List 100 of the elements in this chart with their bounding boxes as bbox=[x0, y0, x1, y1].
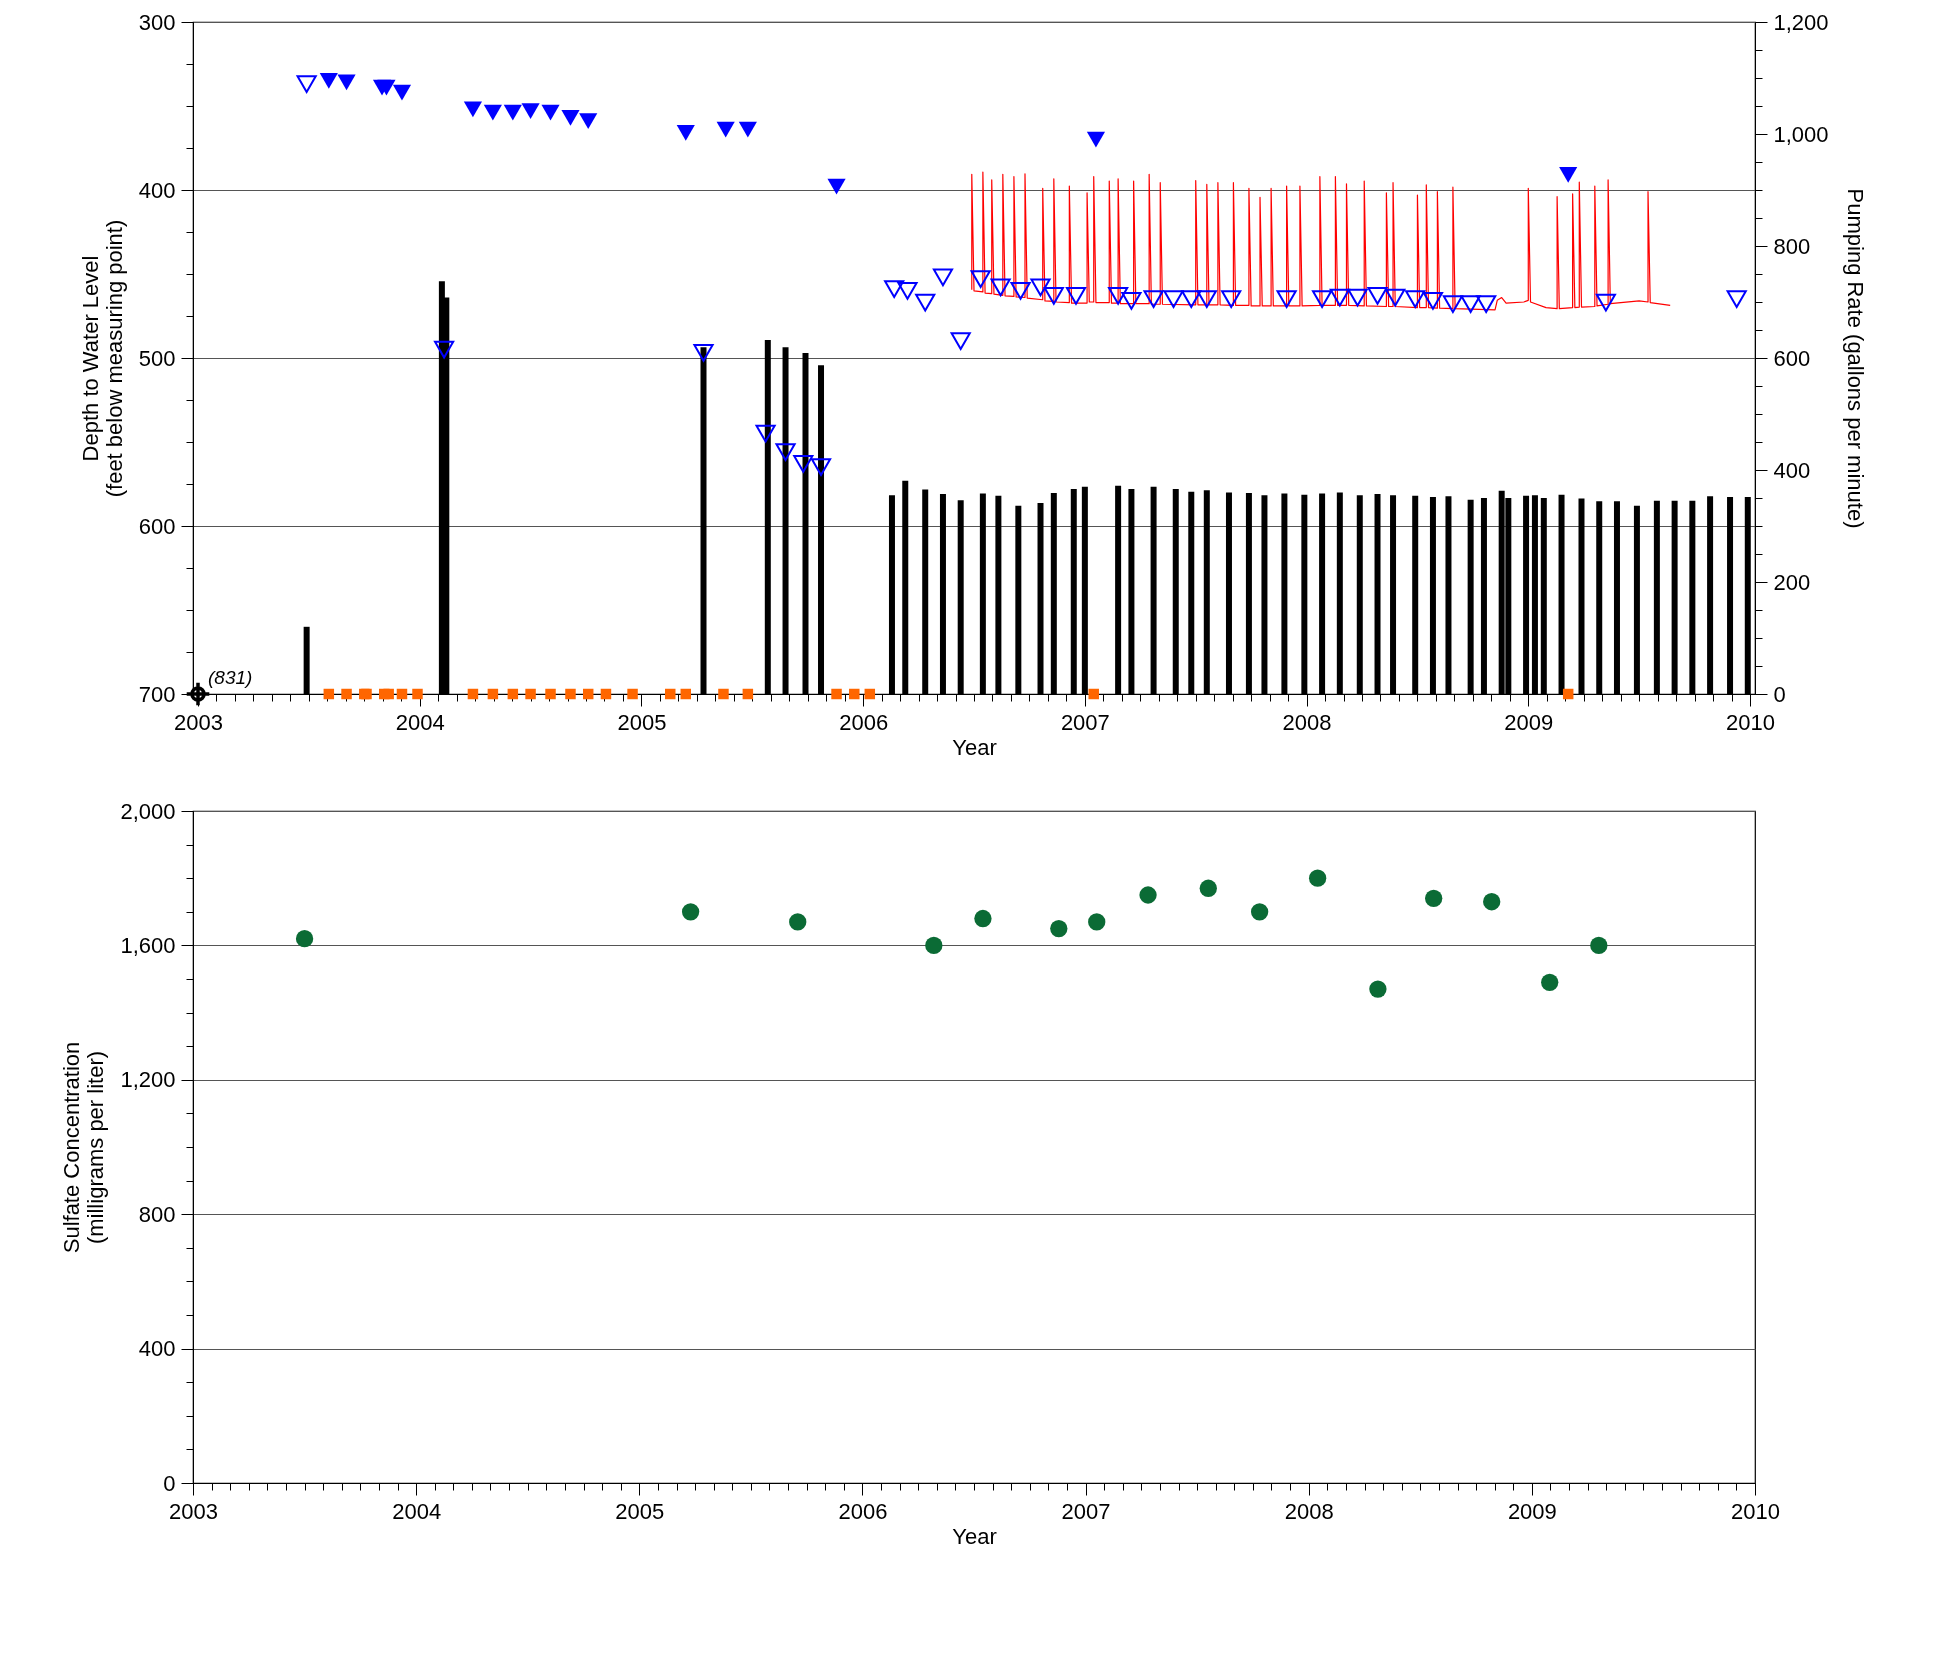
point bbox=[827, 178, 846, 195]
x-tick-label: 2007 bbox=[1061, 1498, 1111, 1524]
point bbox=[755, 424, 776, 443]
y2-tick-label: 600 bbox=[1773, 345, 1811, 371]
x-tick-label: 2008 bbox=[1282, 709, 1332, 735]
point bbox=[925, 936, 943, 955]
y-tick-label: 800 bbox=[138, 1201, 176, 1227]
point bbox=[319, 72, 338, 89]
point bbox=[341, 688, 352, 700]
x-tick-label: 2010 bbox=[1731, 1498, 1780, 1524]
point bbox=[789, 913, 807, 931]
point bbox=[1562, 688, 1574, 700]
point bbox=[412, 688, 423, 700]
point bbox=[1442, 295, 1463, 314]
point bbox=[742, 688, 754, 700]
point bbox=[1181, 290, 1202, 309]
y-tick-label: 300 bbox=[138, 9, 176, 35]
y-tick-label: 1,200 bbox=[120, 1067, 176, 1093]
point bbox=[463, 101, 483, 118]
y-axis-title: Depth to Water Level (feet below measuring point) bbox=[77, 219, 127, 498]
point bbox=[1422, 292, 1444, 310]
x-tick-label: 2007 bbox=[1060, 709, 1110, 735]
point bbox=[1405, 290, 1426, 309]
y2-tick-label: 0 bbox=[1773, 681, 1786, 707]
y-tick-label: 0 bbox=[163, 1470, 176, 1496]
point bbox=[392, 84, 412, 101]
x-tick-label: 2008 bbox=[1284, 1498, 1334, 1524]
point bbox=[1088, 688, 1099, 700]
point bbox=[1010, 281, 1031, 300]
point bbox=[1367, 286, 1388, 305]
x-tick-label: 2006 bbox=[839, 709, 889, 735]
y2-tick-label: 1,000 bbox=[1773, 121, 1829, 147]
point bbox=[831, 688, 842, 700]
point bbox=[718, 688, 729, 700]
point bbox=[561, 109, 580, 126]
point bbox=[579, 113, 598, 129]
point bbox=[295, 930, 314, 948]
point bbox=[1385, 288, 1406, 307]
point bbox=[1250, 903, 1269, 921]
point bbox=[897, 281, 918, 300]
point bbox=[1559, 167, 1578, 183]
point bbox=[396, 688, 408, 700]
point bbox=[1108, 286, 1129, 305]
y-tick-label: 2,000 bbox=[120, 798, 176, 824]
point bbox=[1476, 295, 1497, 314]
point bbox=[296, 75, 317, 94]
point bbox=[1221, 290, 1242, 309]
point bbox=[545, 688, 556, 700]
x-axis-title: Year bbox=[952, 734, 997, 760]
point bbox=[1347, 288, 1368, 307]
point bbox=[680, 688, 692, 700]
point bbox=[1088, 913, 1106, 931]
y-axis-title: Sulfate Concentration (milligrams per liter) bbox=[59, 1041, 109, 1254]
point bbox=[915, 293, 936, 312]
point bbox=[970, 270, 991, 288]
x-tick-label: 2003 bbox=[174, 709, 223, 735]
point bbox=[467, 688, 479, 700]
point bbox=[1086, 131, 1106, 148]
point bbox=[665, 688, 676, 700]
point bbox=[1050, 919, 1068, 938]
point bbox=[716, 121, 735, 138]
point bbox=[1312, 290, 1333, 309]
annotation: (831) bbox=[208, 667, 253, 688]
point bbox=[627, 688, 638, 700]
point bbox=[1065, 286, 1087, 305]
y-tick-label: 400 bbox=[138, 1336, 176, 1362]
x-tick-label: 2006 bbox=[838, 1498, 888, 1524]
point bbox=[582, 688, 594, 700]
point bbox=[738, 121, 757, 138]
point bbox=[525, 688, 536, 700]
y2-tick-label: 800 bbox=[1773, 233, 1811, 259]
point bbox=[337, 74, 356, 91]
point bbox=[1541, 973, 1559, 991]
point bbox=[1196, 290, 1217, 309]
point bbox=[974, 909, 992, 928]
point bbox=[810, 458, 832, 477]
point bbox=[1276, 290, 1297, 309]
y-tick-label: 500 bbox=[138, 345, 176, 371]
point bbox=[323, 688, 335, 700]
point bbox=[1143, 290, 1164, 309]
y-tick-label: 700 bbox=[138, 681, 176, 707]
y-tick-label: 1,600 bbox=[120, 932, 176, 958]
point bbox=[1460, 295, 1481, 314]
point bbox=[775, 443, 796, 461]
point bbox=[1043, 286, 1064, 305]
point bbox=[676, 125, 695, 141]
y2-tick-label: 400 bbox=[1773, 457, 1811, 483]
x-tick-label: 2005 bbox=[615, 1498, 665, 1524]
point bbox=[377, 79, 396, 96]
point bbox=[950, 332, 971, 351]
point bbox=[521, 103, 540, 119]
point bbox=[1308, 869, 1327, 887]
point bbox=[600, 688, 612, 700]
point bbox=[1483, 893, 1501, 911]
x-tick-label: 2005 bbox=[617, 709, 667, 735]
point bbox=[1369, 980, 1387, 998]
point bbox=[693, 344, 714, 362]
x-tick-label: 2010 bbox=[1726, 709, 1775, 735]
x-axis-title: Year bbox=[952, 1523, 997, 1549]
point bbox=[1030, 278, 1051, 297]
